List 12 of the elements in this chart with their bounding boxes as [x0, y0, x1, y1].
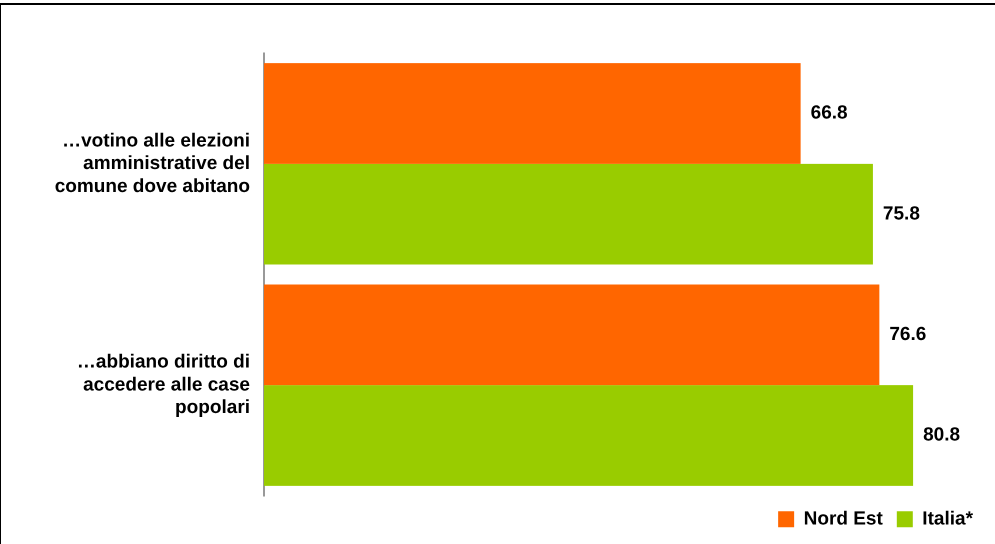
bar	[264, 63, 801, 164]
bar	[264, 385, 914, 486]
data-label: 76.6	[889, 324, 926, 346]
data-label: 75.8	[882, 203, 920, 224]
y-tick-label: …votino alle elezioni amministrative del comune dove abitano	[54, 130, 250, 197]
data-label: 66.8	[810, 102, 848, 124]
data-label: 80.8	[923, 424, 960, 446]
bar	[264, 284, 880, 386]
legend-label: Italia*	[922, 508, 974, 530]
y-tick-label: …abbiano diritto di accedere alle case popolari	[76, 352, 250, 418]
bar	[264, 164, 873, 265]
legend-label: Nord Est	[804, 508, 884, 530]
